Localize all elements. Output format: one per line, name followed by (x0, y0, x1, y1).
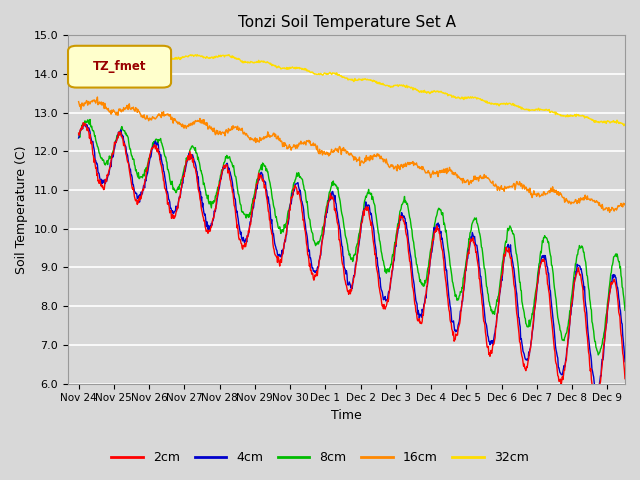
Y-axis label: Soil Temperature (C): Soil Temperature (C) (15, 145, 28, 274)
FancyBboxPatch shape (68, 46, 171, 87)
Legend: 2cm, 4cm, 8cm, 16cm, 32cm: 2cm, 4cm, 8cm, 16cm, 32cm (106, 446, 534, 469)
Title: Tonzi Soil Temperature Set A: Tonzi Soil Temperature Set A (237, 15, 456, 30)
Text: TZ_fmet: TZ_fmet (93, 60, 147, 73)
X-axis label: Time: Time (331, 409, 362, 422)
